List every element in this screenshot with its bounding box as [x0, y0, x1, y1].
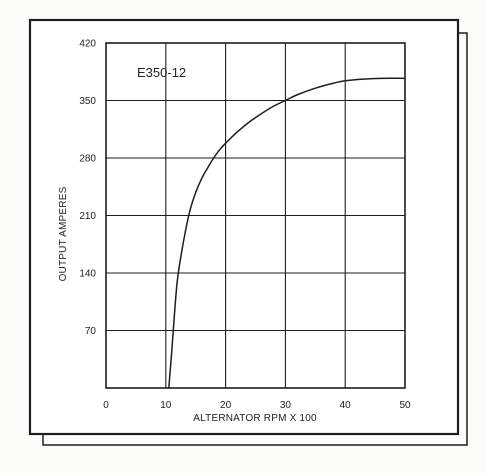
chart-title: E350-12 — [137, 65, 186, 80]
tick-labels: 0 10 20 30 40 50 70 140 210 280 350 420 — [79, 39, 411, 412]
data-series — [168, 77, 406, 389]
y-tick-label: 350 — [79, 96, 96, 107]
x-tick-label: 0 — [103, 400, 109, 411]
x-tick-label: 30 — [280, 400, 292, 411]
front-frame — [28, 18, 460, 436]
y-tick-label: 210 — [79, 211, 96, 222]
x-tick-label: 50 — [399, 400, 411, 411]
y-tick-label: 420 — [79, 39, 96, 50]
y-tick-label: 140 — [79, 269, 96, 280]
output-curve — [168, 77, 406, 389]
y-tick-label: 280 — [79, 154, 96, 165]
x-tick-label: 10 — [160, 400, 172, 411]
y-tick-label: 70 — [85, 326, 97, 337]
x-tick-label: 40 — [340, 400, 352, 411]
x-tick-label: 20 — [220, 400, 232, 411]
y-axis-title: OUTPUT AMPERES — [58, 186, 69, 281]
grid — [105, 42, 406, 389]
x-axis-title: ALTERNATOR RPM X 100 — [193, 413, 317, 424]
